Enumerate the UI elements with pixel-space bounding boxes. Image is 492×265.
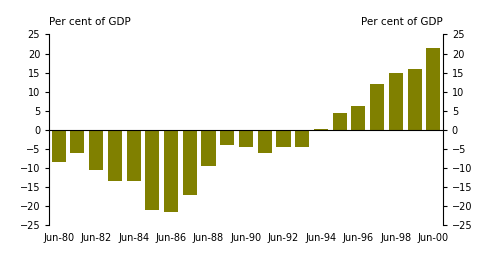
Bar	[370, 84, 384, 130]
Bar	[408, 69, 422, 130]
Bar	[427, 48, 440, 130]
Bar	[314, 129, 328, 130]
Bar	[333, 113, 347, 130]
Text: Per cent of GDP: Per cent of GDP	[361, 17, 443, 27]
Bar	[164, 130, 178, 212]
Bar	[220, 130, 234, 145]
Bar	[52, 130, 65, 162]
Text: Per cent of GDP: Per cent of GDP	[49, 17, 131, 27]
Bar	[277, 130, 290, 147]
Bar	[295, 130, 309, 147]
Bar	[258, 130, 272, 153]
Bar	[89, 130, 103, 170]
Bar	[126, 130, 141, 181]
Bar	[202, 130, 215, 166]
Bar	[70, 130, 84, 153]
Bar	[183, 130, 197, 195]
Bar	[351, 106, 366, 130]
Bar	[239, 130, 253, 147]
Bar	[108, 130, 122, 181]
Bar	[145, 130, 159, 210]
Bar	[389, 73, 403, 130]
